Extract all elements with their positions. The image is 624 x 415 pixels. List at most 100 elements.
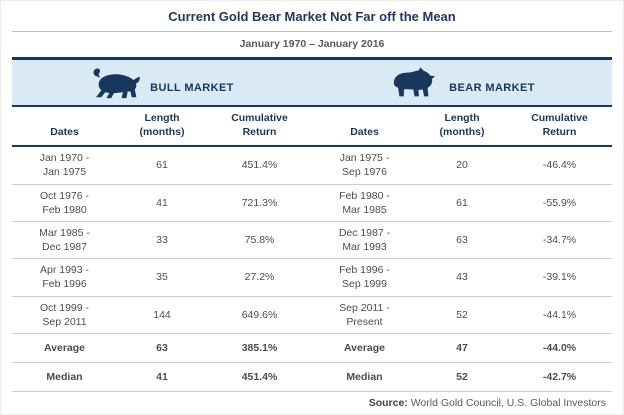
summary-rows: Average 63 385.1% Average 47 -44.0% Medi… — [12, 332, 612, 392]
table-row: Mar 1985 - Dec 1987 33 75.8% Dec 1987 - Ma… — [12, 220, 612, 259]
col-header-bull-return: Cumulative Return — [207, 107, 312, 148]
bull-median-label: Median — [12, 362, 117, 392]
bear-dates-cell: Feb 1980 - Mar 1985 — [312, 183, 417, 222]
header-line: (months) — [139, 125, 185, 138]
bull-length-cell: 144 — [117, 295, 207, 334]
bull-return-cell: 649.6% — [207, 295, 312, 334]
bull-average-return: 385.1% — [207, 332, 312, 363]
median-row: Median 41 451.4% Median 52 -42.7% — [12, 362, 612, 392]
bear-median-return: -42.7% — [507, 362, 612, 392]
bull-length-cell: 61 — [156, 159, 168, 172]
date-line: Jan 1970 - — [39, 152, 90, 165]
bull-market-section-header: BULL MARKET — [12, 60, 312, 105]
date-line: Mar 1993 — [342, 241, 387, 254]
bear-median-label: Median — [312, 362, 417, 392]
bear-dates-cell: Dec 1987 - Mar 1993 — [312, 220, 417, 259]
bear-dates-cell: Jan 1975 - Sep 1976 — [312, 146, 417, 184]
date-line: Mar 1985 — [342, 203, 387, 216]
date-line: Jan 1975 — [42, 166, 87, 179]
date-line: Feb 1996 - — [339, 264, 390, 277]
column-header-row: Dates Length (months) Cumulative Return Da… — [12, 107, 612, 148]
date-line: Mar 1985 - — [39, 226, 90, 239]
bear-dates-cell: Feb 1996 - Sep 1999 — [312, 258, 417, 297]
date-line: Feb 1996 — [42, 278, 87, 291]
date-line: Sep 1999 — [342, 278, 387, 291]
date-line: Oct 1976 - — [39, 189, 90, 202]
date-line: Jan 1975 - — [339, 152, 390, 165]
bear-length-cell: 43 — [417, 258, 507, 297]
header-line: Cumulative — [231, 112, 288, 124]
date-range-subtitle: January 1970 – January 2016 — [239, 38, 385, 50]
table-row: Oct 1976 - Feb 1980 41 721.3% Feb 1980 -M… — [12, 183, 612, 222]
page-title: Current Gold Bear Market Not Far off the… — [168, 9, 456, 24]
bull-return-cell: 75.8% — [207, 220, 312, 259]
bull-dates-cell: Oct 1999 - Sep 2011 — [12, 295, 117, 334]
date-line: Present — [346, 315, 383, 328]
bull-length-cell: 35 — [117, 258, 207, 297]
bear-icon — [389, 65, 441, 101]
bull-average-length: 63 — [117, 332, 207, 363]
bull-length-cell: 33 — [117, 220, 207, 259]
col-header-bear-dates: Dates — [312, 107, 417, 148]
title-divider — [12, 31, 612, 32]
bear-dates-cell: Sep 2011 - Present — [312, 295, 417, 334]
bear-market-section-header: BEAR MARKET — [312, 60, 612, 105]
date-line: Dec 1987 — [42, 241, 87, 254]
bull-median-return: 451.4% — [207, 362, 312, 392]
bear-average-length: 47 — [417, 332, 507, 363]
average-row: Average 63 385.1% Average 47 -44.0% — [12, 332, 612, 363]
date-line: Apr 1993 - — [39, 264, 90, 277]
bull-return-cell: 721.3% — [207, 183, 312, 222]
bull-average-label: Average — [12, 332, 117, 363]
table-row: Jan 1970 - Jan 1975 61 451.4% Jan 1975 -S… — [12, 146, 612, 184]
col-header-bear-return: Cumulative Return — [507, 107, 612, 148]
bear-average-return: -44.0% — [507, 332, 612, 363]
bull-return-cell: 451.4% — [241, 159, 278, 172]
bear-average-label: Average — [312, 332, 417, 363]
source-row: Source: World Gold Council, U.S. Global … — [12, 391, 612, 414]
bull-median-length: 41 — [117, 362, 207, 392]
header-line: Cumulative — [531, 112, 588, 124]
bull-dates-cell: Apr 1993 - Feb 1996 — [12, 258, 117, 297]
bull-return-cell: 27.2% — [207, 258, 312, 297]
bull-dates-cell: Mar 1985 - Dec 1987 — [12, 220, 117, 259]
bull-length-cell: 41 — [117, 183, 207, 222]
date-line: Dec 1987 - — [338, 226, 391, 239]
market-data-table: Dates Length (months) Cumulative Return Da… — [12, 107, 612, 392]
bear-return-cell: -55.9% — [507, 183, 612, 222]
bear-return-cell: -46.4% — [542, 159, 577, 172]
table-row: Oct 1999 - Sep 2011 144 649.6% Sep 2011 -… — [12, 295, 612, 334]
date-line: Sep 1976 — [342, 166, 387, 179]
bull-icon — [90, 65, 142, 101]
date-line: Feb 1980 - — [339, 189, 390, 202]
col-header-bull-dates: Dates — [12, 107, 117, 148]
bull-dates-cell: Jan 1970 - Jan 1975 — [12, 146, 117, 184]
date-line: Feb 1980 — [42, 203, 87, 216]
date-line: Oct 1999 - — [39, 301, 90, 314]
header-line: Return — [242, 125, 277, 138]
section-header-band: BULL MARKET BEAR MARKET — [12, 57, 612, 107]
col-header-bull-length: Length (months) — [117, 107, 207, 148]
header-line: (months) — [439, 125, 485, 138]
data-rows: Jan 1970 - Jan 1975 61 451.4% Jan 1975 -S… — [12, 146, 612, 334]
bull-dates-cell: Oct 1976 - Feb 1980 — [12, 183, 117, 222]
bull-market-label: BULL MARKET — [150, 81, 234, 94]
bear-return-cell: -39.1% — [507, 258, 612, 297]
date-line: Sep 2011 - — [339, 301, 390, 314]
bear-length-cell: 63 — [417, 220, 507, 259]
header-line: Length — [144, 112, 180, 124]
bear-return-cell: -34.7% — [507, 220, 612, 259]
bear-length-cell: 20 — [456, 159, 468, 172]
bear-median-length: 52 — [417, 362, 507, 392]
bear-length-cell: 52 — [417, 295, 507, 334]
header-line: Return — [542, 125, 577, 138]
date-line: Sep 2011 — [42, 315, 87, 328]
col-header-bear-length: Length (months) — [417, 107, 507, 148]
bear-return-cell: -44.1% — [507, 295, 612, 334]
table-row: Apr 1993 - Feb 1996 35 27.2% Feb 1996 - Se… — [12, 258, 612, 297]
source-label: Source: — [368, 397, 408, 410]
bear-length-cell: 61 — [417, 183, 507, 222]
header-line: Length — [444, 112, 480, 124]
source-text: World Gold Council, U.S. Global Investor… — [407, 397, 606, 410]
